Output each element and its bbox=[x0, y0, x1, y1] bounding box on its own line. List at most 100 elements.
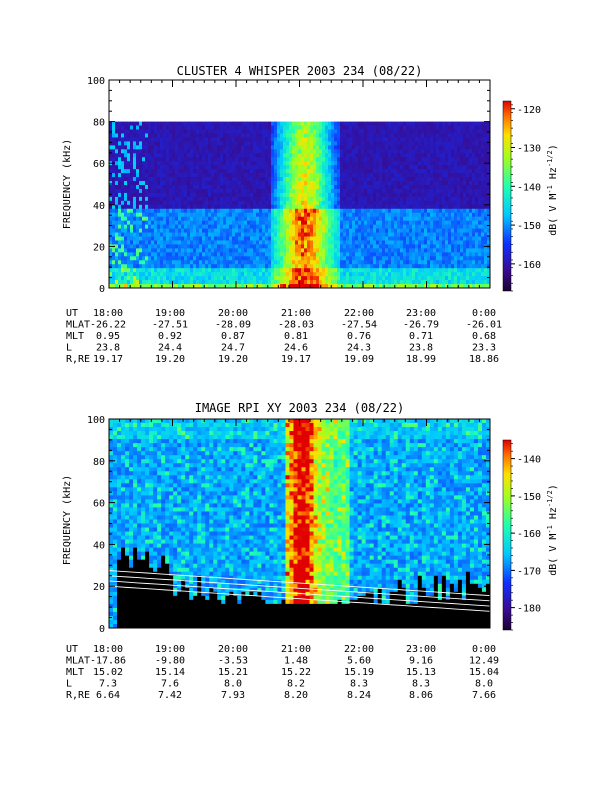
spectrogram-cell bbox=[376, 240, 380, 246]
spectrogram-cell bbox=[364, 228, 368, 234]
spectrogram-cell bbox=[358, 212, 362, 218]
spectrogram-cell bbox=[385, 232, 389, 238]
spectrogram-cell bbox=[193, 284, 197, 288]
spectrogram-cell bbox=[403, 177, 407, 182]
spectrogram-cell bbox=[136, 220, 140, 226]
spectrogram-cell bbox=[205, 177, 209, 182]
spectrogram-cell bbox=[187, 192, 191, 198]
spectrogram-cell bbox=[388, 196, 392, 202]
spectrogram-cell bbox=[283, 129, 287, 135]
spectrogram-cell bbox=[133, 149, 137, 154]
spectrogram-cell bbox=[283, 204, 287, 210]
spectrogram-cell bbox=[121, 145, 125, 150]
spectrogram-cell bbox=[184, 129, 188, 135]
spectrogram-cell bbox=[244, 188, 248, 194]
spectrogram-cell bbox=[388, 157, 392, 162]
spectrogram-cell bbox=[439, 220, 443, 226]
spectrogram-cell bbox=[394, 161, 398, 166]
spectrogram-cell bbox=[448, 232, 452, 238]
spectrogram-cell bbox=[457, 177, 461, 182]
spectrogram-cell bbox=[463, 200, 467, 206]
spectrogram-cell bbox=[235, 200, 239, 206]
spectrogram-cell bbox=[301, 200, 305, 206]
spectrogram-cell bbox=[460, 137, 464, 143]
spectrogram-cell bbox=[271, 236, 275, 242]
spectrogram-cell bbox=[205, 145, 209, 150]
spectrogram-cell bbox=[214, 181, 218, 186]
spectrogram-cell bbox=[118, 181, 122, 186]
spectrogram-cell bbox=[121, 236, 125, 242]
spectrogram-cell bbox=[388, 149, 392, 154]
spectrogram-cell bbox=[307, 181, 311, 186]
spectrogram-cell bbox=[208, 236, 212, 242]
spectrogram-cell bbox=[172, 192, 176, 198]
spectrogram-cell bbox=[154, 204, 158, 210]
spectrogram-cell bbox=[352, 137, 356, 143]
spectrogram-cell bbox=[145, 133, 149, 139]
spectrogram-cell bbox=[289, 228, 293, 234]
spectrogram-cell bbox=[406, 276, 410, 281]
spectrogram-cell bbox=[199, 153, 203, 158]
spectrogram-cell bbox=[415, 220, 419, 226]
spectrogram-cell bbox=[253, 141, 257, 146]
spectrogram-cell bbox=[250, 141, 254, 146]
spectrogram-cell bbox=[430, 161, 434, 166]
spectrogram-cell bbox=[382, 256, 386, 261]
spectrogram-cell bbox=[376, 145, 380, 150]
spectrogram-cell bbox=[121, 284, 125, 288]
spectrogram-cell bbox=[268, 232, 272, 238]
spectrogram-cell bbox=[184, 244, 188, 249]
spectrogram-cell bbox=[190, 280, 194, 285]
spectrogram-cell bbox=[382, 165, 386, 170]
spectrogram-cell bbox=[298, 177, 302, 182]
spectrogram-cell bbox=[361, 272, 365, 277]
spectrogram-cell bbox=[274, 200, 278, 206]
spectrogram-cell bbox=[295, 141, 299, 146]
spectrogram-cell bbox=[436, 252, 440, 257]
spectrogram-cell bbox=[427, 169, 431, 174]
spectrogram-cell bbox=[115, 200, 119, 206]
spectrogram-cell bbox=[313, 216, 317, 222]
spectrogram-cell bbox=[358, 268, 362, 273]
spectrogram-cell bbox=[130, 169, 134, 174]
spectrogram-cell bbox=[328, 260, 332, 265]
spectrogram-cell bbox=[388, 248, 392, 253]
spectrogram-cell bbox=[334, 248, 338, 253]
spectrogram-cell bbox=[142, 181, 146, 186]
spectrogram-cell bbox=[409, 161, 413, 166]
spectrogram-cell bbox=[130, 157, 134, 162]
spectrogram-cell bbox=[304, 181, 308, 186]
spectrogram-cell bbox=[160, 137, 164, 143]
spectrogram-cell bbox=[268, 280, 272, 285]
spectrogram-cell bbox=[433, 181, 437, 186]
spectrogram-cell bbox=[403, 232, 407, 238]
spectrogram-cell bbox=[274, 208, 278, 214]
spectrogram-cell bbox=[271, 192, 275, 198]
spectrogram-cell bbox=[334, 244, 338, 249]
spectrogram-cell bbox=[427, 188, 431, 194]
spectrogram-cell bbox=[424, 244, 428, 249]
spectrogram-cell bbox=[400, 252, 404, 257]
spectrogram-cell bbox=[388, 256, 392, 261]
spectrogram-cell bbox=[184, 240, 188, 246]
spectrogram-cell bbox=[337, 256, 341, 261]
spectrogram-cell bbox=[157, 260, 161, 265]
spectrogram-cell bbox=[430, 192, 434, 198]
spectrogram-cell bbox=[391, 121, 395, 127]
spectrogram-cell bbox=[199, 137, 203, 143]
spectrogram-cell bbox=[430, 129, 434, 135]
spectrogram-cell bbox=[307, 145, 311, 150]
spectrogram-cell bbox=[250, 268, 254, 273]
spectrogram-cell bbox=[316, 216, 320, 222]
spectrogram-cell bbox=[460, 252, 464, 257]
spectrogram-cell bbox=[319, 228, 323, 234]
spectrogram-cell bbox=[169, 169, 173, 174]
spectrogram-cell bbox=[385, 208, 389, 214]
spectrogram-cell bbox=[406, 216, 410, 222]
spectrogram-cell bbox=[397, 173, 401, 178]
spectrogram-cell bbox=[445, 264, 449, 269]
spectrogram-cell bbox=[268, 177, 272, 182]
spectrogram-cell bbox=[445, 153, 449, 158]
spectrogram-cell bbox=[316, 268, 320, 273]
spectrogram-cell bbox=[331, 137, 335, 143]
